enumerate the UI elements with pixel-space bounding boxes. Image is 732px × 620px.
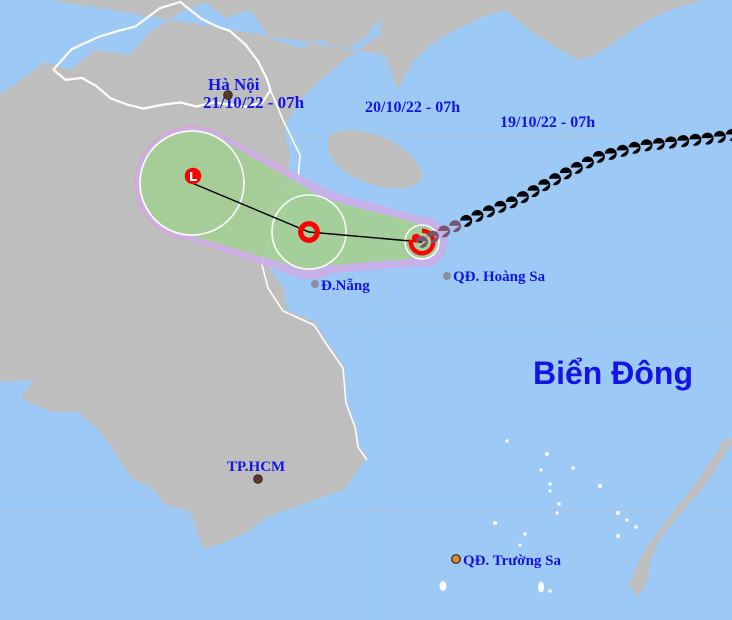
- svg-text:Biển Đông: Biển Đông: [533, 355, 693, 391]
- svg-text:21/10/22 - 07h: 21/10/22 - 07h: [203, 93, 305, 112]
- svg-text:TP.HCM: TP.HCM: [227, 459, 285, 475]
- svg-text:19/10/22 - 07h: 19/10/22 - 07h: [500, 114, 595, 131]
- svg-text:QĐ. Trường Sa: QĐ. Trường Sa: [463, 553, 562, 569]
- svg-text:20/10/22 - 07h: 20/10/22 - 07h: [365, 99, 460, 116]
- svg-text:Đ.Nẵng: Đ.Nẵng: [321, 278, 370, 294]
- svg-text:QĐ. Hoàng Sa: QĐ. Hoàng Sa: [453, 269, 546, 285]
- svg-text:Hà Nội: Hà Nội: [208, 75, 260, 94]
